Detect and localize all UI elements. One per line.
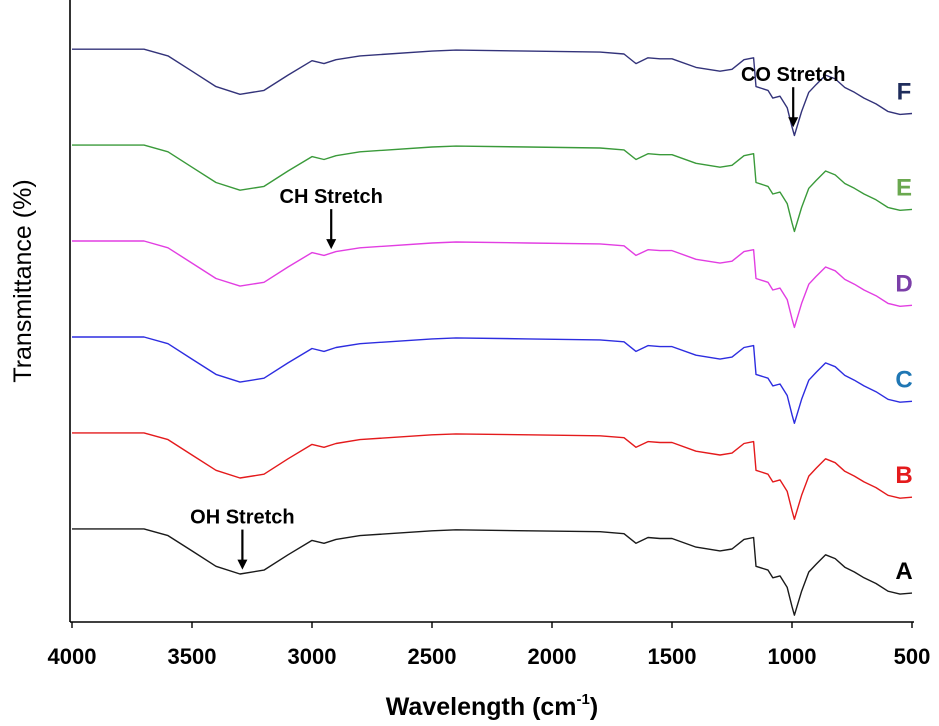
series-label-a: A <box>895 558 912 585</box>
x-tick-label-1000: 1000 <box>768 644 817 669</box>
x-tick-label-1500: 1500 <box>648 644 697 669</box>
series-layer: A B C D E F <box>72 48 913 616</box>
x-tick-label-3000: 3000 <box>288 644 337 669</box>
series-line-a <box>72 528 913 616</box>
annotation-arrow-head-0 <box>237 559 248 570</box>
x-tick-label-4000: 4000 <box>48 644 97 669</box>
x-axis-title: Wavelength (cm-1) <box>386 691 598 721</box>
x-tick-label-2500: 2500 <box>408 644 457 669</box>
annotation-arrow-head-1 <box>326 239 337 250</box>
series-line-b <box>72 432 913 520</box>
x-tick-layer: 4000 3500 3000 2500 2000 1500 1000 500 <box>48 622 931 669</box>
x-tick-label-500: 500 <box>894 644 931 669</box>
x-tick-label-2000: 2000 <box>528 644 577 669</box>
annotation-layer: OH Stretch CH Stretch CO Stretch <box>190 64 845 570</box>
annotation-label-0: OH Stretch <box>190 507 294 529</box>
x-axis-title-main: Wavelength (cm <box>386 693 577 721</box>
series-label-c: C <box>895 366 912 393</box>
series-line-c <box>72 336 913 424</box>
series-label-f: F <box>897 79 912 106</box>
annotation-arrow-head-2 <box>788 117 799 128</box>
y-axis-title: Transmittance (%) <box>9 179 37 382</box>
series-line-f <box>72 48 913 137</box>
x-tick-label-3500: 3500 <box>168 644 217 669</box>
series-label-b: B <box>895 462 912 489</box>
annotation-label-1: CH Stretch <box>280 186 383 208</box>
x-axis-title-sup: -1 <box>577 691 590 708</box>
series-line-d <box>72 240 913 329</box>
annotation-label-2: CO Stretch <box>741 64 845 86</box>
series-label-e: E <box>896 174 912 201</box>
series-line-e <box>72 144 913 233</box>
series-label-d: D <box>895 270 912 297</box>
x-axis-title-close: ) <box>590 693 598 721</box>
